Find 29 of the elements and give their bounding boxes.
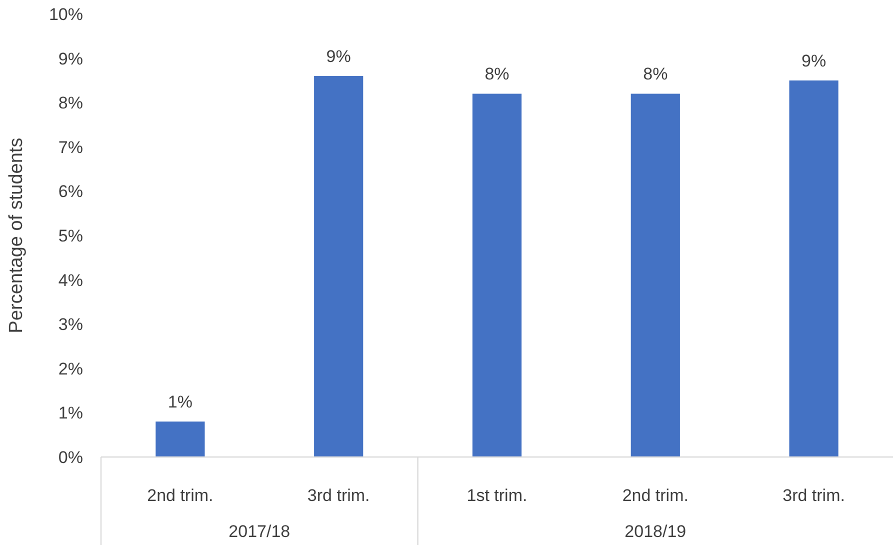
y-tick-label: 0%	[58, 448, 83, 467]
data-label: 8%	[643, 64, 668, 84]
y-tick-label: 10%	[48, 5, 83, 24]
x-tick-label: 1st trim.	[466, 486, 528, 505]
bar	[630, 94, 680, 457]
y-tick-label: 2%	[58, 359, 83, 378]
data-label: 8%	[484, 64, 510, 84]
bar	[472, 94, 522, 457]
x-tick-label: 2nd trim.	[622, 486, 688, 505]
y-tick-label: 9%	[58, 49, 83, 68]
y-tick-label: 3%	[58, 315, 83, 334]
bar	[314, 76, 364, 457]
text: 2017/18	[228, 522, 290, 541]
x-tick-label: 3rd trim.	[782, 486, 845, 505]
data-label: 1%	[168, 392, 192, 412]
x-tick-label: 2nd trim.	[147, 486, 214, 505]
y-tick-label: 7%	[58, 138, 83, 157]
y-tick-label: 6%	[58, 182, 83, 202]
x-tick-label: 3rd trim.	[307, 486, 370, 505]
bar	[789, 80, 838, 457]
data-label: 9%	[326, 47, 351, 66]
text: 2018/19	[624, 522, 686, 541]
y-tick-label: 8%	[58, 94, 83, 113]
bar	[156, 422, 205, 457]
y-tick-label: 5%	[58, 226, 83, 246]
data-label: 9%	[802, 51, 826, 70]
y-axis-title: Percentage of students	[6, 138, 27, 334]
y-tick-label: 4%	[58, 270, 83, 290]
y-tick-label: 1%	[58, 404, 83, 423]
